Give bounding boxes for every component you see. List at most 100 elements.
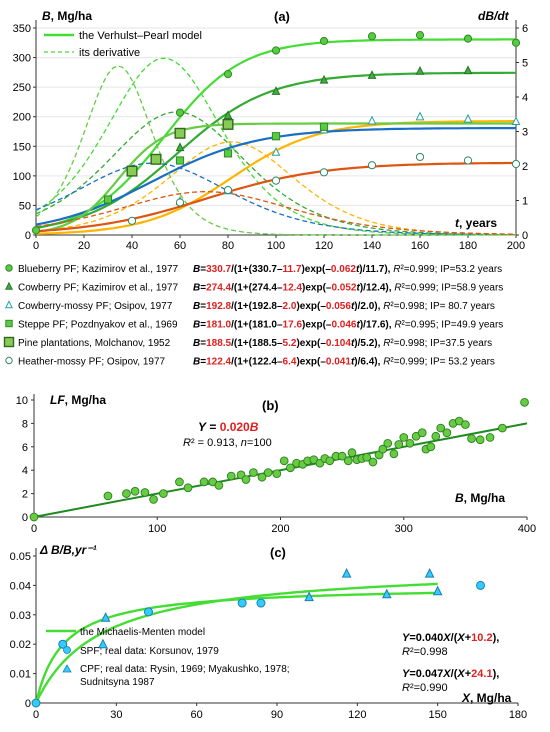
- legend-spf-label: SPF; real data: Korsunov, 1979: [80, 646, 219, 657]
- table-series-equation-0-part-10: ²=0.999; IP=53.2 years: [400, 264, 502, 275]
- panel-c-spf-r2: R²=0.998: [402, 646, 448, 658]
- panel-b-data-point: [226, 471, 236, 481]
- table-series-equation-3-part-10: ²=0.995; IP=49.9 years: [402, 320, 504, 331]
- table-series-equation-1-part-4: 12.4: [283, 283, 303, 294]
- panel-b-equation-part-3: B: [250, 420, 259, 434]
- panel-c-spf-equation: Y=0.040X/(X+10.2),: [402, 632, 499, 644]
- panel-a-series-table: Blueberry PF; Kazimirov et al., 1977 B=33…: [3, 264, 504, 368]
- panel-c-cpf-equation-part-0: Y: [402, 668, 411, 680]
- panel-b-r2-part-3: =100: [247, 437, 272, 449]
- panel-c-data-point-cpf: [98, 638, 108, 649]
- panel-c-x-tick-label: 180: [509, 709, 527, 721]
- panel-b-data-point: [337, 451, 347, 461]
- panel-c-cpf-equation-part-3: /(: [451, 668, 458, 680]
- panel-b-data-point: [475, 435, 485, 445]
- panel-b-r2-part-0: R: [183, 437, 191, 449]
- panel-c-spf-equation-part-3: /(: [451, 632, 458, 644]
- panel-b-data-point: [436, 423, 446, 433]
- legend-cpf-label-1: CPF; real data: Rysin, 1969; Myakushko, …: [80, 664, 290, 675]
- panel-a-x-tick-label: 40: [126, 240, 138, 252]
- panel-b-data-point: [249, 468, 258, 477]
- table-series-equation-2-part-2: 192.8: [206, 301, 231, 312]
- panel-a-x-tick-label: 20: [78, 240, 90, 252]
- panel-b-data-point: [399, 433, 409, 442]
- panel-c-spf-equation-part-2: X: [442, 632, 451, 644]
- table-series-equation-1-part-5: )exp(–: [302, 283, 332, 294]
- legend-model-label: the Verhulst–Pearl model: [79, 30, 202, 42]
- panel-c-cpf-equation-part-2: X: [442, 668, 451, 680]
- table-series-equation-2-part-9: R: [383, 301, 390, 312]
- table-series-equation-1-part-10: ²=0.999; IP=58.9 years: [402, 283, 504, 294]
- panel-c-x-label: X, Mg/ha: [461, 691, 512, 705]
- panel-a-x-label: t, years: [455, 216, 497, 230]
- panel-b-data-point: [347, 448, 357, 458]
- panel-c-data-point-cpf: [424, 568, 435, 578]
- table-series-equation-0-part-3: /(1+(330.7–: [231, 264, 283, 275]
- panel-c-data-point-cpf: [381, 588, 392, 599]
- panel-b-equation-part-0: Y: [198, 420, 207, 434]
- panel-b-y-tick-label: 8: [22, 418, 28, 430]
- data-point-series-5: [127, 216, 137, 225]
- data-point-series-0: [175, 108, 185, 117]
- data-point-series-0: [415, 30, 425, 40]
- panel-b-data-point: [286, 463, 295, 473]
- panel-b-data-point: [325, 456, 335, 466]
- legend-cpf-marker: [62, 664, 72, 673]
- table-series-equation-3-part-4: 17.6: [283, 320, 303, 331]
- panel-b-data-point: [343, 456, 353, 466]
- table-series-equation-0: B=330.7/(1+(330.7–11.7)exp(–0.062t)/11.7…: [193, 264, 502, 275]
- panel-a-x-tick-label: 140: [363, 240, 381, 252]
- panel-b-data-point: [103, 491, 113, 501]
- table-series-equation-3-part-0: B: [193, 320, 200, 331]
- panel-c-legend: the Michaelis-Menten model SPF; real dat…: [46, 627, 290, 688]
- data-point-series-3: [223, 149, 233, 158]
- data-point-series-0: [271, 46, 281, 55]
- panel-a-y-tick-label: 300: [13, 53, 31, 65]
- panel-a-label: (a): [274, 9, 290, 24]
- table-series-equation-4-part-4: 5.2: [283, 338, 297, 349]
- panel-b-x-tick-label: 300: [395, 523, 413, 535]
- panel-a-points: [31, 30, 521, 235]
- data-point-series-2: [511, 116, 521, 126]
- table-series-equation-4-part-8: )/5.2),: [354, 338, 383, 349]
- data-point-series-1: [415, 65, 425, 75]
- panel-c-fit-curve-1: [34, 582, 438, 704]
- panel-b-y-tick-label: 0: [22, 512, 28, 524]
- panel-a-y-tick-label: 250: [13, 82, 31, 94]
- table-series-equation-5-part-1: =: [200, 357, 206, 368]
- data-point-series-0: [511, 38, 521, 47]
- panel-b-data-point: [140, 488, 150, 497]
- table-series-label-4: Pine plantations, Molchanov, 1952: [18, 338, 171, 349]
- panel-c-data-point-cpf: [432, 585, 443, 596]
- panel-c-x-tick-label: 150: [428, 709, 446, 721]
- table-series-equation-3-part-9: R: [394, 320, 401, 331]
- panel-a-x-tick-label: 60: [174, 240, 186, 252]
- data-point-series-1: [271, 86, 281, 95]
- panel-a-y2-label: dB/dt: [478, 9, 510, 23]
- panel-b-r2: R² = 0.913, n=100: [183, 437, 272, 449]
- table-series-equation-5-part-8: )/6.4),: [354, 357, 383, 368]
- table-series-equation-2-part-1: =: [200, 301, 206, 312]
- panel-b-data-point: [122, 489, 131, 498]
- panel-c-cpf-equation-part-6: 24.1: [471, 668, 492, 680]
- derivative-curve-1: [35, 111, 517, 236]
- data-point-series-4: [126, 165, 138, 177]
- panel-b-data-point: [405, 438, 415, 448]
- table-series-label-3: Steppe PF; Pozdnyakov et al., 1969: [18, 320, 178, 331]
- panel-c-spf-equation-part-0: Y: [402, 632, 411, 644]
- panel-c-data-point-spf: [58, 639, 68, 649]
- data-point-series-5: [415, 152, 425, 162]
- table-series-equation-0-part-2: 330.7: [206, 264, 231, 275]
- data-point-series-2: [367, 115, 377, 125]
- panel-b-fit-line: [33, 422, 528, 518]
- panel-a-y-tick-label: 350: [13, 23, 31, 35]
- table-series-equation-2-part-3: /(1+(192.8–: [231, 301, 283, 312]
- panel-b-data-point: [461, 420, 470, 429]
- panel-c-data-point-cpf: [100, 612, 111, 622]
- panel-c-y-tick-label: 0.01: [10, 669, 31, 681]
- table-series-equation-0-part-0: B: [193, 264, 200, 275]
- panel-b-data-point: [149, 495, 158, 504]
- panel-b: 0 100 200 300 400 0 2 4 6 8 10 (b) LF, Mg/ha B, Mg…: [16, 393, 536, 535]
- table-marker-1: [4, 281, 14, 290]
- panel-a-y-tick-label: 50: [19, 200, 31, 212]
